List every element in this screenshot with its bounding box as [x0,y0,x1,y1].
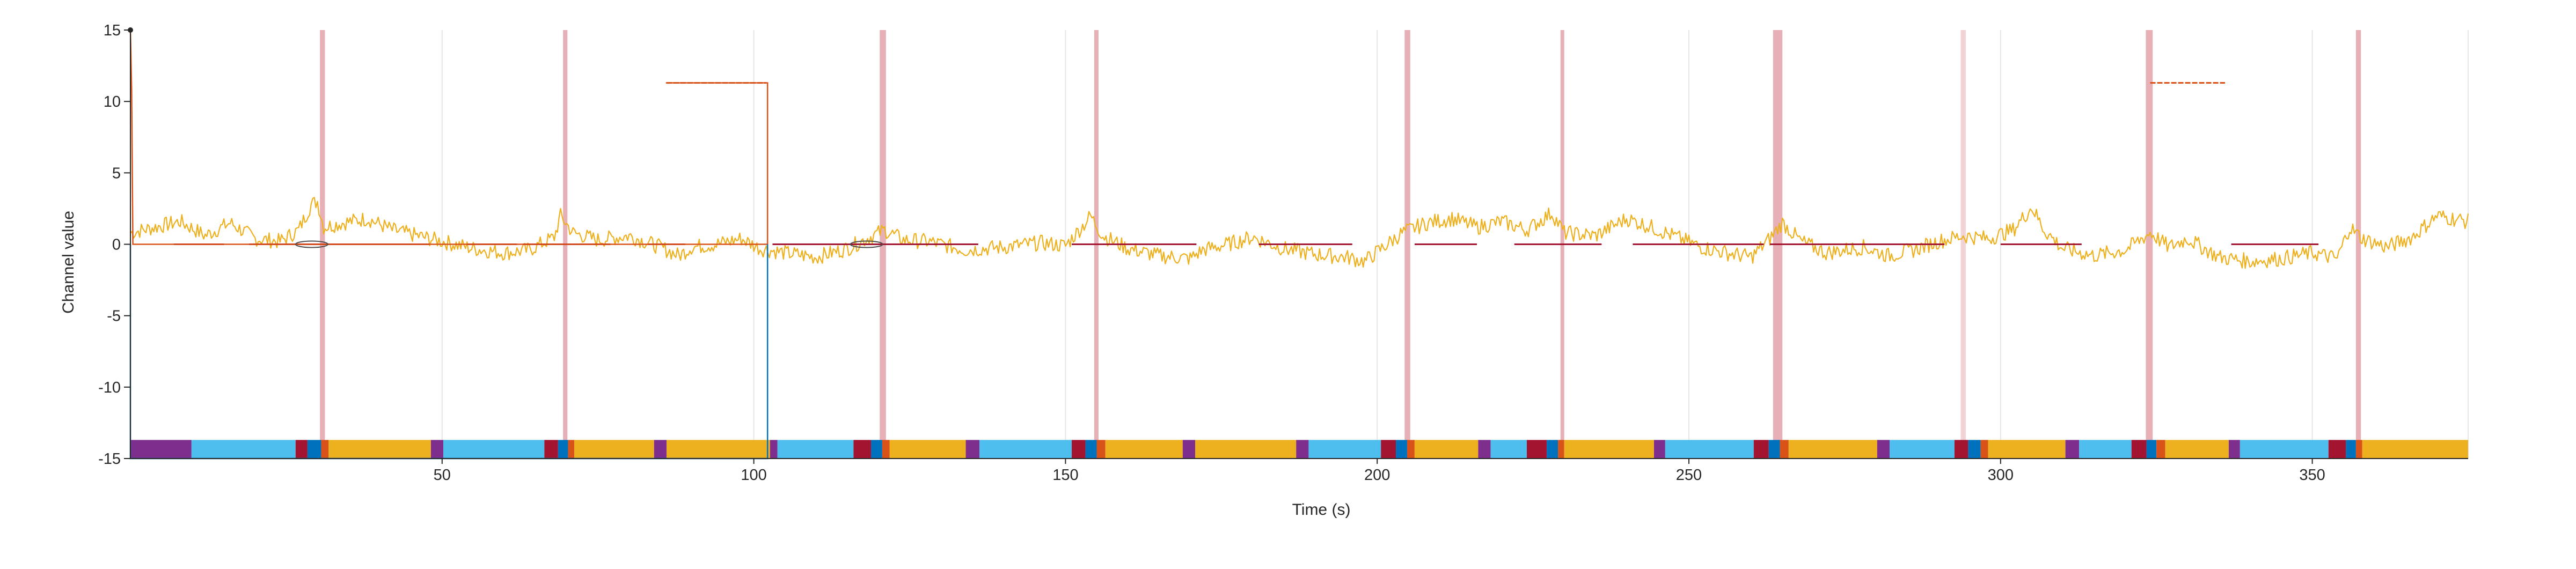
step-orange-line [129,29,769,245]
x-tick-label: 150 [1052,467,1078,484]
state-segment [2328,440,2346,459]
state-segment [1407,440,1415,459]
event-band [1404,30,1410,459]
state-segment [777,440,854,459]
x-axis-label: Time (s) [1292,501,1351,519]
state-segment [1085,440,1097,459]
y-tick-label: 5 [112,165,121,182]
state-segment [1182,440,1196,459]
state-segment [307,440,321,459]
state-segment [2355,440,2362,459]
state-segment [1308,440,1381,459]
state-segment [328,440,431,459]
y-tick-label: 15 [104,22,121,39]
state-segment [2165,440,2229,459]
state-segment [295,440,308,459]
state-segment [1558,440,1564,459]
state-segment [2131,440,2147,459]
x-tick-label: 200 [1364,467,1390,484]
state-segment [1877,440,1890,459]
state-segment [666,440,770,459]
state-segment [568,440,575,459]
state-segment [1780,440,1789,459]
y-tick-label: -5 [107,308,121,325]
state-segment [1195,440,1297,459]
step-blue-line [129,244,769,460]
state-segment [654,440,667,459]
state-segment [1490,440,1527,459]
state-segment [853,440,871,459]
state-segment [1105,440,1183,459]
state-segment [2362,440,2468,459]
state-segment [1980,440,1988,459]
state-segment [870,440,882,459]
state-segment [2079,440,2132,459]
state-segment [191,440,296,459]
y-axis-label: Channel value [60,211,77,314]
data-series [129,29,2469,460]
state-segment [2146,440,2157,459]
y-tick-label: -10 [98,379,121,396]
state-segment [2156,440,2165,459]
event-band-light [1960,30,1964,459]
event-band [2355,30,2361,459]
state-segment [430,440,444,459]
state-segment [965,440,980,459]
x-tick-label: 250 [1676,467,1702,484]
event-ellipse [850,240,883,248]
state-segment [1396,440,1407,459]
state-segment [1988,440,2066,459]
state-segment [770,440,778,459]
event-band [2146,30,2153,459]
signal-line [130,197,2469,269]
state-segment [1296,440,1309,459]
y-tick-label: 0 [112,237,121,254]
y-tick-label: -15 [98,450,121,468]
state-segment [1753,440,1769,459]
state-segment [1653,440,1665,459]
x-tick-label: 100 [741,467,766,484]
y-tick-label: 10 [104,93,121,110]
state-segment [889,440,966,459]
x-tick-label: 300 [1988,467,2014,484]
state-segment [882,440,890,459]
state-segment [321,440,329,459]
state-segment [2065,440,2080,459]
state-segment [1954,440,1968,459]
state-segment [544,440,558,459]
state-segment [1968,440,1981,459]
state-segment [1478,440,1491,459]
state-segment [1890,440,1955,459]
state-segment [2240,440,2329,459]
state-segment [2346,440,2356,459]
state-segment [1768,440,1780,459]
state-segment [1564,440,1654,459]
state-segment [1547,440,1558,459]
state-segment [130,440,192,459]
state-segment [1072,440,1086,459]
x-tick-label: 350 [2299,467,2325,484]
state-segment [1096,440,1106,459]
state-bar [130,440,2468,459]
x-tick-label: 50 [434,467,451,484]
event-ellipse [295,240,328,248]
state-segment [558,440,568,459]
state-segment [2228,440,2240,459]
event-band-light [1963,30,1966,459]
state-segment [979,440,1072,459]
state-segment [1788,440,1877,459]
state-segment [1414,440,1479,459]
state-segment [1526,440,1547,459]
state-segment [1381,440,1396,459]
state-segment [443,440,545,459]
state-segment [574,440,654,459]
state-segment [1665,440,1754,459]
